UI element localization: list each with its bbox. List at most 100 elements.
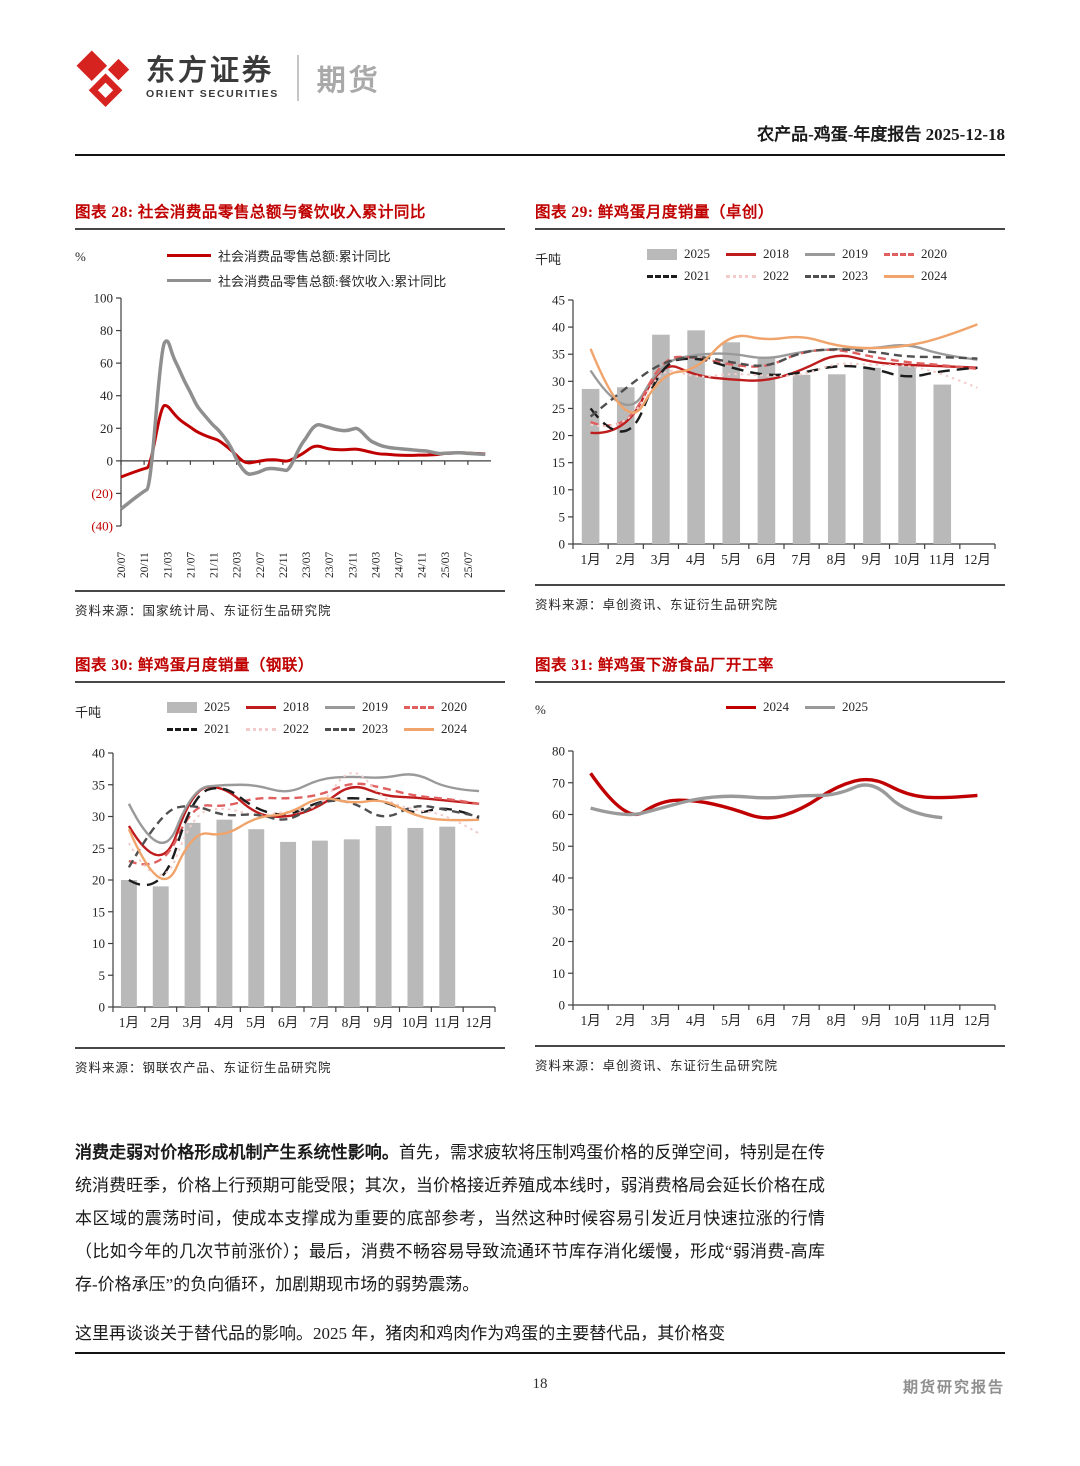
legend-swatch-icon — [726, 252, 756, 256]
figure-30-chart-canvas — [75, 739, 505, 1039]
logo-en-label: ORIENT SECURITIES — [146, 87, 279, 100]
legend-label: 2021 — [204, 721, 230, 736]
page-header: 东方证券 ORIENT SECURITIES 期货 农产品-鸡蛋-年度报告 20… — [75, 0, 1005, 156]
paragraph-substitutes: 这里再谈谈关于替代品的影响。2025 年，猪肉和鸡肉作为鸡蛋的主要替代品，其价格… — [75, 1317, 825, 1350]
legend-swatch-icon — [647, 248, 677, 260]
figure-28: 图表 28: 社会消费品零售总额与餐饮收入累计同比 % 社会消费品零售总额:累计… — [75, 200, 505, 619]
legend-label: 2025 — [204, 699, 230, 714]
figure-30-legend: 千吨 2025 2018 2019 2020 2021 2022 2023 2024 — [75, 695, 505, 737]
legend-swatch-icon — [805, 274, 835, 278]
legend-label: 2019 — [362, 699, 388, 714]
body-text: 消费走弱对价格形成机制产生系统性影响。首先，需求疲软将压制鸡蛋价格的反弹空间，特… — [75, 1136, 825, 1350]
y-axis-unit-label: % — [535, 702, 546, 717]
legend-label: 2018 — [763, 246, 789, 261]
legend-item: 2023 — [325, 721, 388, 737]
logo-cn-label: 东方证券 — [146, 55, 275, 88]
legend-item: 2024 — [404, 721, 467, 737]
legend-swatch-icon — [647, 274, 677, 278]
legend-swatch-icon — [805, 252, 835, 256]
figure-31-chart-canvas — [535, 737, 1005, 1037]
legend-item: 2018 — [246, 699, 309, 715]
figure-28-legend: % 社会消费品零售总额:累计同比社会消费品零售总额:餐饮收入:累计同比 — [75, 242, 505, 290]
figure-28-chart-canvas — [75, 292, 505, 582]
legend-label: 2020 — [921, 246, 947, 261]
legend-item: 社会消费品零售总额:累计同比 — [167, 246, 446, 265]
report-title: 农产品-鸡蛋-年度报告 2025-12-18 — [757, 125, 1005, 144]
legend-item: 2025 — [805, 699, 868, 715]
legend-swatch-icon — [884, 274, 914, 278]
legend-label: 2025 — [684, 246, 710, 261]
figure-31: 图表 31: 鲜鸡蛋下游食品厂开工率 % 2024 2025 资料来源：卓创资讯、… — [535, 653, 1005, 1076]
figure-29-title: 图表 29: 鲜鸡蛋月度销量（卓创） — [535, 200, 1005, 230]
legend-swatch-icon — [805, 705, 835, 709]
legend-label: 2024 — [921, 268, 947, 283]
legend-label: 2022 — [283, 721, 309, 736]
legend-label: 2024 — [763, 699, 789, 714]
y-axis-unit-label: % — [75, 249, 86, 264]
legend-item: 2021 — [647, 268, 710, 284]
figure-28-title: 图表 28: 社会消费品零售总额与餐饮收入累计同比 — [75, 200, 505, 230]
legend-swatch-icon — [884, 252, 914, 256]
legend-item: 2020 — [404, 699, 467, 715]
y-axis-unit-label: 千吨 — [75, 705, 102, 720]
paragraph-lead-bold: 消费走弱对价格形成机制产生系统性影响。 — [75, 1143, 399, 1162]
footer-report-type-label: 期货研究报告 — [902, 1380, 1005, 1396]
figure-28-source: 资料来源：国家统计局、东证衍生品研究院 — [75, 590, 505, 619]
legend-item: 2023 — [805, 268, 868, 284]
legend-swatch-icon — [325, 727, 355, 731]
legend-item: 2025 — [167, 699, 230, 715]
legend-item: 2018 — [726, 246, 789, 262]
legend-label: 社会消费品零售总额:累计同比 — [218, 249, 391, 264]
legend-swatch-icon — [726, 705, 756, 709]
legend-label: 2025 — [842, 699, 868, 714]
logo-text: 东方证券 ORIENT SECURITIES — [146, 55, 279, 100]
orient-securities-logo-icon — [76, 50, 130, 107]
legend-label: 2023 — [362, 721, 388, 736]
paragraph-body: 首先，需求疲软将压制鸡蛋价格的反弹空间，特别是在传统消费旺季，价格上行预期可能受… — [75, 1143, 826, 1294]
legend-label: 2019 — [842, 246, 868, 261]
legend-swatch-icon — [726, 274, 756, 278]
department-label: 期货 — [316, 65, 381, 97]
y-axis-unit-label: 千吨 — [535, 252, 562, 267]
figure-29-chart-canvas — [535, 286, 1005, 576]
legend-item: 2024 — [884, 268, 947, 284]
figure-30-source: 资料来源：钢联农产品、东证衍生品研究院 — [75, 1047, 505, 1076]
header-rule — [75, 154, 1005, 156]
legend-swatch-icon — [404, 727, 434, 731]
legend-swatch-icon — [167, 254, 211, 257]
legend-item: 2022 — [726, 268, 789, 284]
figure-29-legend: 千吨 2025 2018 2019 2020 2021 2022 2023 2024 — [535, 242, 1005, 284]
legend-item: 2024 — [726, 699, 789, 715]
page-footer: 18 期货研究报告 — [75, 1352, 1005, 1396]
figure-30-title: 图表 30: 鲜鸡蛋月度销量（钢联） — [75, 653, 505, 683]
legend-item: 2019 — [325, 699, 388, 715]
legend-label: 2021 — [684, 268, 710, 283]
legend-label: 社会消费品零售总额:餐饮收入:累计同比 — [218, 274, 447, 289]
legend-label: 2023 — [842, 268, 868, 283]
legend-item: 2021 — [167, 721, 230, 737]
legend-item: 2020 — [884, 246, 947, 262]
legend-item: 2019 — [805, 246, 868, 262]
figure-29: 图表 29: 鲜鸡蛋月度销量（卓创） 千吨 2025 2018 2019 2020 20… — [535, 200, 1005, 619]
figure-31-title: 图表 31: 鲜鸡蛋下游食品厂开工率 — [535, 653, 1005, 683]
legend-swatch-icon — [167, 727, 197, 731]
legend-item: 社会消费品零售总额:餐饮收入:累计同比 — [167, 271, 446, 290]
legend-label: 2020 — [441, 699, 467, 714]
figures-grid: 图表 28: 社会消费品零售总额与餐饮收入累计同比 % 社会消费品零售总额:累计… — [75, 200, 1005, 1076]
legend-item: 2022 — [246, 721, 309, 737]
figure-30: 图表 30: 鲜鸡蛋月度销量（钢联） 千吨 2025 2018 2019 2020 20… — [75, 653, 505, 1076]
legend-swatch-icon — [246, 705, 276, 709]
legend-swatch-icon — [325, 705, 355, 709]
legend-swatch-icon — [246, 727, 276, 731]
figure-29-source: 资料来源：卓创资讯、东证衍生品研究院 — [535, 584, 1005, 613]
legend-label: 2022 — [763, 268, 789, 283]
legend-item: 2025 — [647, 246, 710, 262]
legend-label: 2018 — [283, 699, 309, 714]
figure-31-source: 资料来源：卓创资讯、东证衍生品研究院 — [535, 1045, 1005, 1074]
legend-swatch-icon — [167, 279, 211, 282]
legend-swatch-icon — [167, 701, 197, 713]
legend-label: 2024 — [441, 721, 467, 736]
paragraph-body: 这里再谈谈关于替代品的影响。2025 年，猪肉和鸡肉作为鸡蛋的主要替代品，其价格… — [75, 1324, 726, 1343]
logo-divider — [296, 55, 299, 101]
